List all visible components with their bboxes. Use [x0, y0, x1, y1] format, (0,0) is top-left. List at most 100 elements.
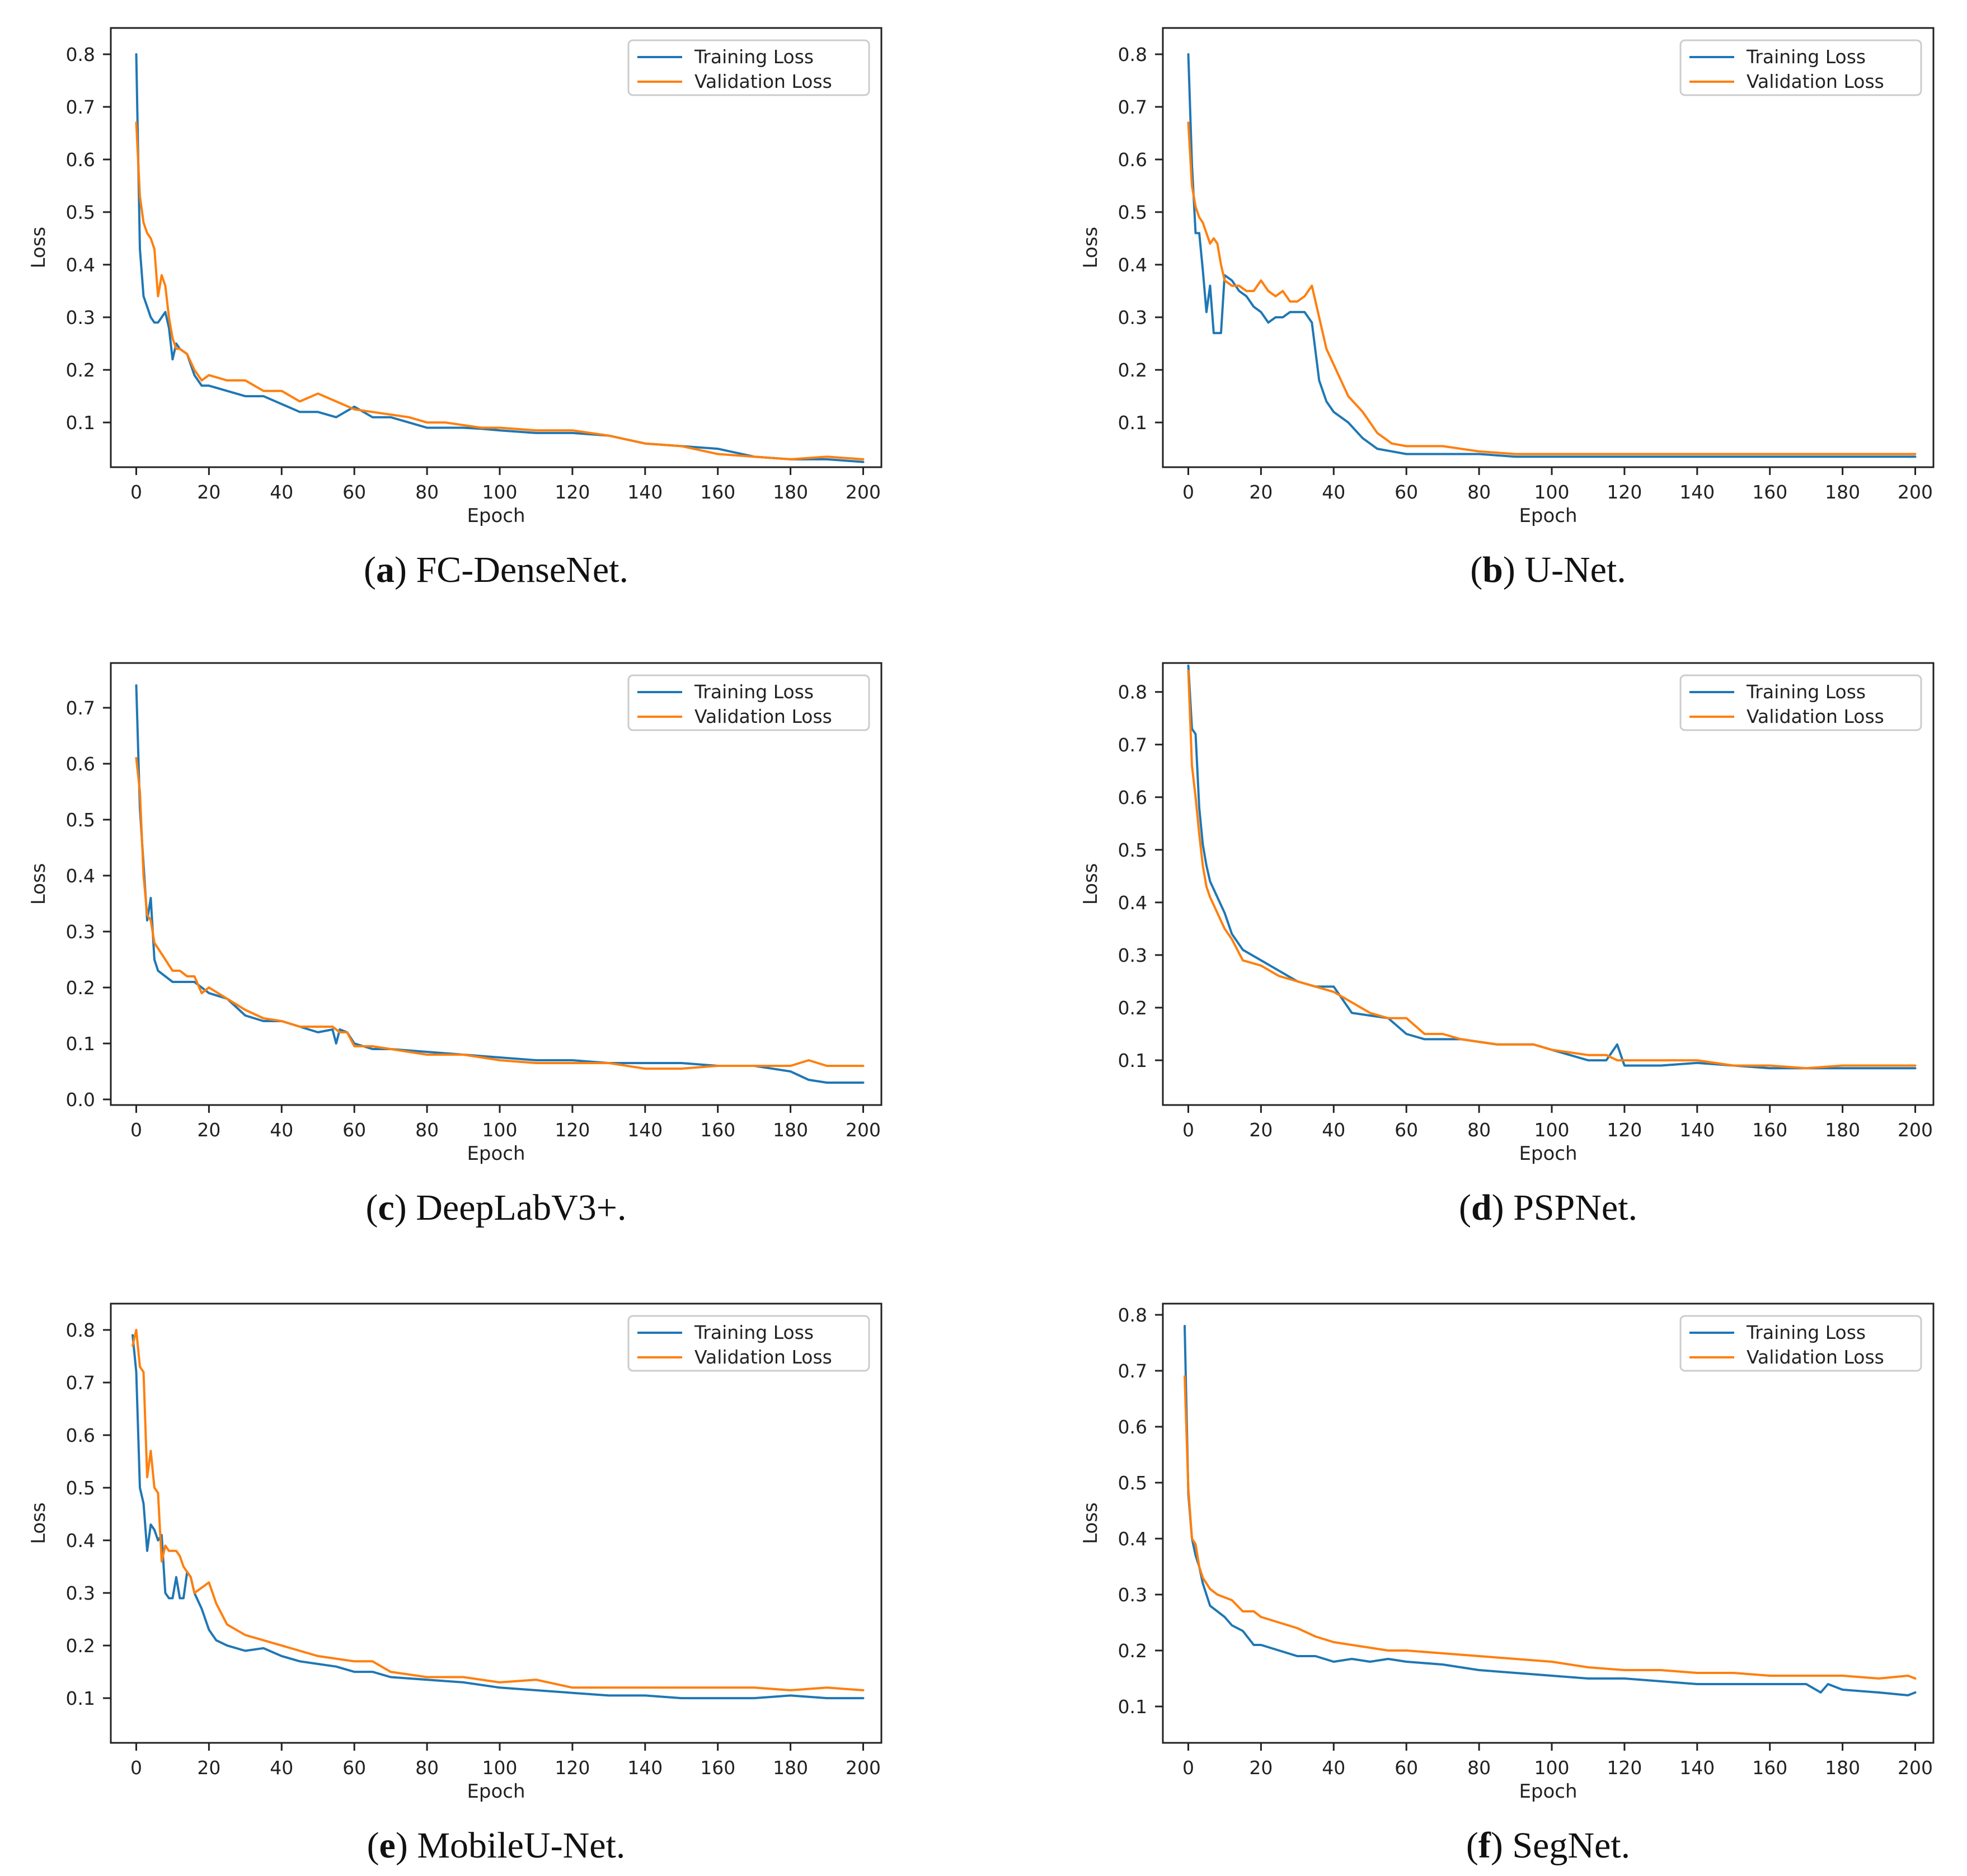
validation-loss-line	[1187, 670, 1917, 1070]
x-tick-label: 40	[270, 481, 293, 503]
x-tick-label: 140	[1679, 1119, 1715, 1141]
plot-frame	[1162, 662, 1935, 1106]
legend-validation-label: Validation Loss	[1747, 706, 1884, 727]
panel-a: 0 20 40 60 80 100 120 140 160 180 200 0.1 0.2 0.3 0.4 0…	[27, 27, 882, 590]
legend-box	[1679, 1315, 1922, 1372]
x-axis-label: Epoch	[467, 505, 525, 527]
x-tick-label: 180	[1825, 1119, 1860, 1141]
x-tick-label: 160	[700, 1757, 735, 1779]
x-tick-label: 120	[1607, 481, 1642, 503]
y-tick-label: 0.2	[66, 1635, 95, 1657]
training-loss-line	[1184, 1325, 1917, 1696]
y-tick-label: 0.3	[66, 307, 95, 328]
x-tick-label: 120	[555, 1119, 590, 1141]
legend-box	[627, 674, 870, 731]
caption-letter: d	[1471, 1187, 1492, 1228]
y-tick-label: 0.1	[1118, 412, 1147, 434]
caption-open-paren: (	[1459, 1187, 1471, 1228]
legend-validation-label: Validation Loss	[694, 1346, 832, 1368]
x-tick-label: 160	[700, 481, 735, 503]
plot-frame	[110, 27, 882, 468]
x-tick-label: 80	[415, 481, 439, 503]
caption-title: ) FC-DenseNet.	[395, 549, 628, 590]
training-loss-line	[132, 1334, 865, 1700]
y-tick-label: 0.7	[66, 96, 95, 118]
caption-title: ) PSPNet.	[1492, 1187, 1637, 1228]
x-tick-label: 40	[1322, 1119, 1345, 1141]
legend-training-label: Training Loss	[694, 1322, 814, 1343]
y-axis-label: Loss	[1079, 1502, 1102, 1544]
y-tick-label: 0.7	[66, 697, 95, 719]
caption-c: (c) DeepLabV3+.	[365, 1187, 626, 1228]
y-tick-label: 0.6	[66, 149, 95, 171]
y-tick-label: 0.3	[66, 1582, 95, 1604]
y-tick-label: 0.5	[66, 1477, 95, 1499]
x-tick-label: 140	[627, 1119, 663, 1141]
x-tick-label: 100	[482, 481, 517, 503]
x-tick-label: 180	[1825, 481, 1860, 503]
x-tick-label: 100	[482, 1119, 517, 1141]
x-tick-label: 140	[627, 481, 663, 503]
caption-title: ) SegNet.	[1491, 1825, 1630, 1866]
caption-letter: a	[376, 549, 395, 590]
y-axis-label: Loss	[1079, 863, 1102, 905]
x-axis-label: Epoch	[467, 1142, 525, 1165]
y-tick-label: 0.7	[1118, 96, 1147, 118]
y-tick-label: 0.4	[66, 1530, 95, 1551]
x-tick-label: 60	[1395, 1757, 1418, 1779]
y-tick-label: 0.2	[1118, 1640, 1147, 1662]
legend-box	[627, 1315, 870, 1372]
x-axis-label: Epoch	[1519, 1142, 1577, 1165]
y-tick-label: 0.4	[66, 254, 95, 276]
plot-frame	[110, 1303, 882, 1744]
x-tick-label: 160	[1752, 481, 1787, 503]
legend-box	[627, 39, 870, 96]
x-tick-label: 20	[1249, 481, 1273, 503]
x-tick-label: 120	[1607, 1757, 1642, 1779]
x-tick-label: 140	[627, 1757, 663, 1779]
panel-f: 0 20 40 60 80 100 120 140 160 180 200 0.1 0.2 0.3 0.4 0…	[1079, 1303, 1935, 1866]
x-tick-label: 180	[773, 1757, 808, 1779]
x-tick-label: 120	[555, 1757, 590, 1779]
panel-d: 0 20 40 60 80 100 120 140 160 180 200 0.1 0.2 0.3 0.4 0…	[1079, 662, 1935, 1228]
y-tick-label: 0.2	[1118, 997, 1147, 1019]
legend-box	[1679, 39, 1922, 96]
x-tick-label: 60	[342, 481, 366, 503]
legend-training-label: Training Loss	[694, 681, 814, 703]
x-tick-label: 60	[1395, 1119, 1418, 1141]
caption-d: (d) PSPNet.	[1459, 1187, 1637, 1228]
x-tick-label: 100	[1534, 1757, 1569, 1779]
y-tick-label: 0.8	[1118, 681, 1147, 703]
caption-open-paren: (	[1466, 1825, 1478, 1866]
y-tick-label: 0.7	[1118, 734, 1147, 756]
caption-title: ) DeepLabV3+.	[395, 1187, 627, 1228]
caption-letter: b	[1482, 549, 1503, 590]
caption-open-paren: (	[1470, 549, 1482, 590]
x-tick-label: 100	[1534, 481, 1569, 503]
y-tick-label: 0.4	[1118, 254, 1147, 276]
legend-box	[1679, 674, 1922, 731]
x-tick-label: 80	[415, 1757, 439, 1779]
y-tick-label: 0.2	[66, 359, 95, 381]
x-tick-label: 160	[700, 1119, 735, 1141]
x-tick-label: 20	[1249, 1757, 1273, 1779]
y-tick-label: 0.5	[1118, 1472, 1147, 1494]
y-tick-label: 0.6	[1118, 787, 1147, 808]
caption-title: ) MobileU-Net.	[396, 1825, 626, 1866]
caption-title: ) U-Net.	[1503, 549, 1626, 590]
x-tick-label: 160	[1752, 1119, 1787, 1141]
x-tick-label: 80	[1467, 1757, 1491, 1779]
x-tick-label: 20	[197, 1757, 220, 1779]
validation-loss-line	[135, 757, 865, 1070]
legend-training-label: Training Loss	[1746, 46, 1866, 68]
y-axis-label: Loss	[27, 1502, 50, 1544]
y-tick-label: 0.8	[66, 1319, 95, 1341]
y-tick-label: 0.1	[1118, 1050, 1147, 1071]
x-axis-label: Epoch	[1519, 1780, 1577, 1803]
caption-e: (e) MobileU-Net.	[367, 1825, 626, 1866]
x-tick-label: 180	[773, 481, 808, 503]
x-tick-label: 180	[773, 1119, 808, 1141]
y-tick-label: 0.8	[1118, 44, 1147, 65]
x-tick-label: 40	[270, 1119, 293, 1141]
